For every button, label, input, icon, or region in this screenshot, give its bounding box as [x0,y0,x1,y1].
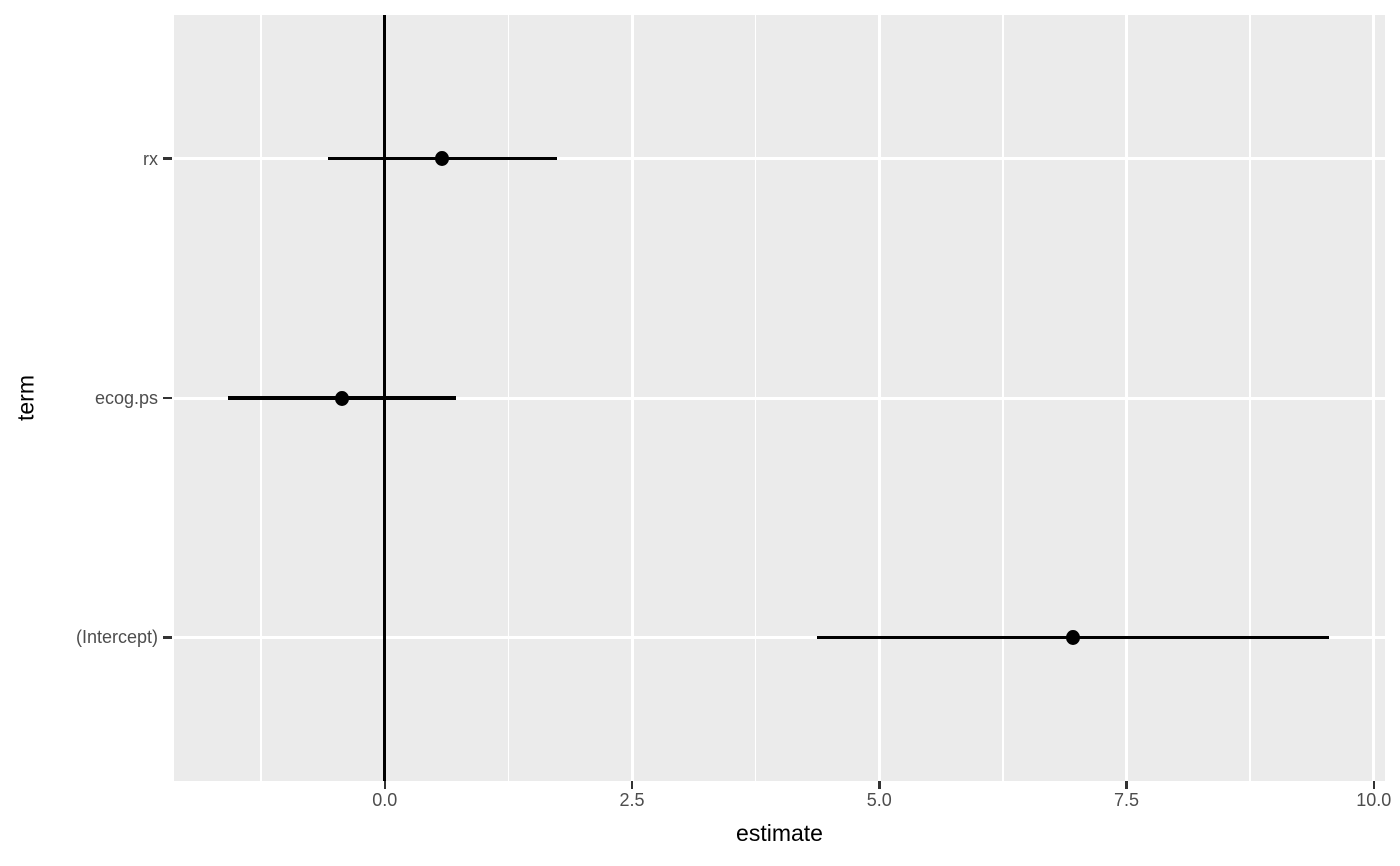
x-tick-label: 5.0 [866,790,892,810]
y-tick-mark [163,396,172,400]
x-tick-label: 2.5 [619,790,645,810]
estimate-point [435,151,450,167]
x-axis-title: estimate [736,820,823,846]
gridline-major-y [174,157,1385,161]
x-tick-label: 10.0 [1356,790,1392,810]
x-tick-label: 0.0 [372,790,398,810]
y-tick-mark [163,636,172,639]
x-tick-mark [1125,781,1128,789]
x-tick-mark [383,781,387,789]
estimate-point [1066,629,1081,645]
x-tick-label: 7.5 [1114,790,1140,810]
plot-panel [174,15,1385,781]
gridline-major-y [174,635,1385,639]
estimate-point [335,390,350,406]
x-tick-mark [630,781,634,789]
x-tick-mark [878,781,881,789]
y-tick-label: rx [143,148,158,169]
y-tick-label: ecog.ps [94,388,158,408]
y-axis-title: term [12,375,39,421]
x-tick-mark [1372,781,1376,789]
gridline-major-y [174,396,1385,400]
y-tick-label: (Intercept) [75,627,158,648]
y-tick-mark [163,157,172,160]
